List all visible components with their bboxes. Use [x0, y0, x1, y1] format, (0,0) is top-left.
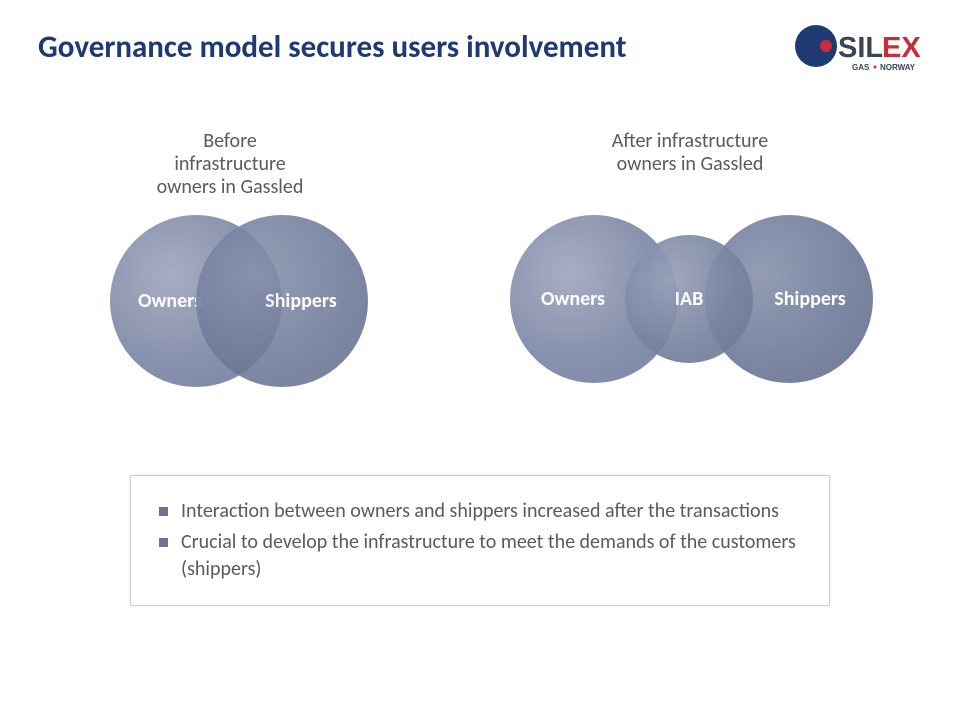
label-shippers-before: Shippers	[265, 289, 336, 313]
logo-ex: EX	[882, 32, 920, 64]
bullet-1: Interaction between owners and shippers …	[159, 498, 807, 525]
label-shippers-after: Shippers	[774, 287, 845, 311]
logo-sub-left: GAS	[852, 63, 870, 72]
bullets-box: Interaction between owners and shippers …	[130, 475, 830, 606]
silex-logo: SIL EX GAS NORWAY	[790, 24, 920, 82]
logo-sil: SIL	[838, 32, 883, 64]
label-owners-after: Owners	[541, 287, 605, 311]
logo-sub-right: NORWAY	[880, 63, 916, 72]
label-iab-after: IAB	[675, 287, 704, 311]
circle-iab-after: IAB	[625, 235, 753, 363]
venn-before: Owners Shippers	[110, 215, 370, 395]
venn-after: Owners Shippers IAB	[510, 215, 890, 395]
caption-before: Before infrastructure owners in Gassled	[135, 130, 325, 199]
caption-after: After infrastructure owners in Gassled	[585, 130, 795, 176]
bullet-2: Crucial to develop the infrastructure to…	[159, 529, 807, 583]
page-title: Governance model secures users involveme…	[38, 28, 626, 66]
circle-shippers-before: Shippers	[196, 215, 368, 387]
label-owners-before: Owners	[138, 289, 202, 313]
